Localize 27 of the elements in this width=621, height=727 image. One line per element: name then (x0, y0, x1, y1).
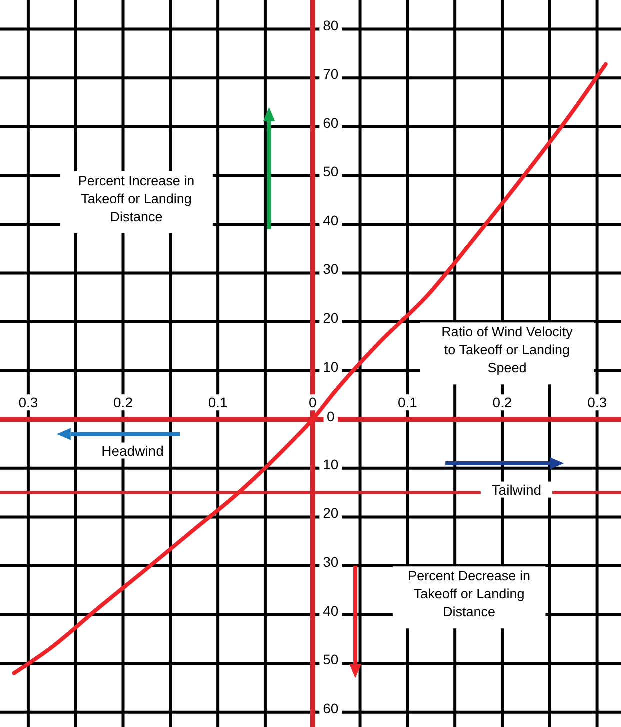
y-tick-label: 40 (323, 602, 339, 619)
x-tick-label: 0.1 (398, 394, 418, 411)
y-tick-label: 20 (323, 505, 339, 522)
annotation: Percent Increase in Takeoff or Landing Distance (78, 173, 195, 224)
x-tick-label: 0.1 (208, 394, 228, 411)
annotation: Percent Decrease in Takeoff or Landing Distance (408, 568, 530, 620)
x-tick-label: 0.3 (18, 394, 38, 411)
y-tick-label: 10 (323, 456, 339, 472)
y-tick-label: 10 (323, 358, 339, 375)
x-tick-label: 0.3 (588, 394, 608, 411)
y-tick-label: 0 (326, 408, 335, 425)
y-tick-label: 60 (323, 114, 339, 131)
x-tick-label: 0.2 (492, 394, 512, 411)
y-tick-label: 20 (323, 310, 339, 326)
annotation: Headwind (102, 442, 164, 459)
annotation: Tailwind (492, 482, 542, 498)
x-tick-label: 0.2 (114, 394, 134, 411)
y-tick-label: 30 (323, 554, 339, 570)
y-tick-label: 40 (323, 212, 339, 228)
annotation: Ratio of Wind Velocity to Takeoff or Landing Speed (442, 324, 574, 376)
y-tick-label: 80 (323, 17, 339, 34)
y-tick-label: 50 (323, 164, 339, 180)
x-tick-label: 0 (308, 394, 317, 411)
y-tick-label: 50 (323, 652, 339, 668)
y-tick-label: 30 (323, 261, 339, 278)
y-tick-label: 60 (323, 700, 339, 716)
y-tick-label: 70 (323, 66, 339, 82)
